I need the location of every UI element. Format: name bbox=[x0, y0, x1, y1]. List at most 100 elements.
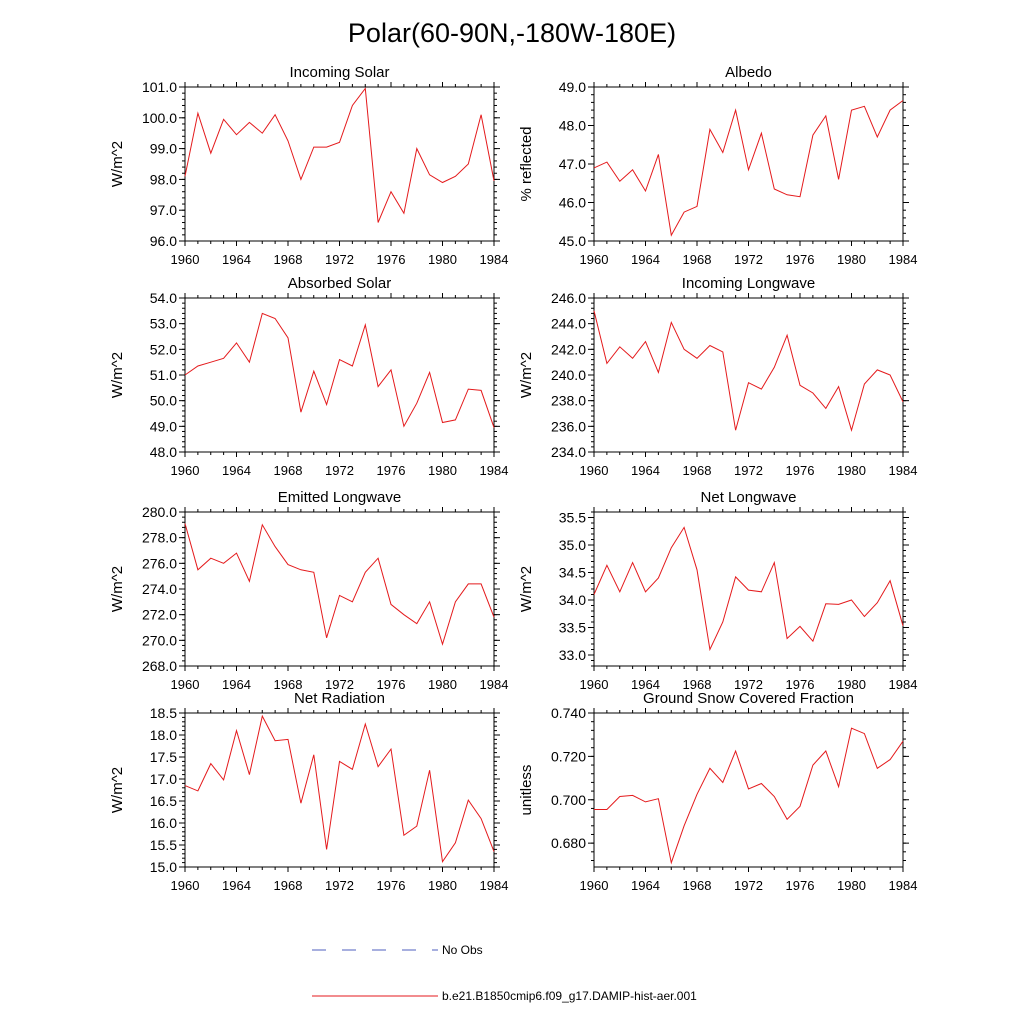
series-line bbox=[184, 312, 495, 428]
y-tick-label: 49.0 bbox=[559, 79, 586, 95]
x-tick-label: 1984 bbox=[889, 463, 918, 478]
x-tick-label: 1968 bbox=[274, 252, 303, 267]
x-tick-label: 1984 bbox=[889, 878, 918, 893]
y-tick-label: 46.0 bbox=[559, 195, 586, 211]
y-tick-label: 50.0 bbox=[150, 393, 177, 409]
legend-label-model-run: b.e21.B1850cmip6.f09_g17.DAMIP-hist-aer.… bbox=[442, 989, 697, 1003]
y-tick-label: 240.0 bbox=[551, 367, 586, 383]
x-tick-label: 1960 bbox=[171, 878, 200, 893]
y-tick-label: 15.0 bbox=[150, 859, 177, 875]
series-line bbox=[593, 100, 904, 237]
y-axis-label: unitless bbox=[518, 765, 535, 816]
x-tick-label: 1964 bbox=[222, 878, 251, 893]
x-tick-label: 1976 bbox=[377, 252, 406, 267]
y-axis-label: W/m^2 bbox=[109, 141, 126, 187]
x-tick-label: 1960 bbox=[171, 252, 200, 267]
y-tick-label: 52.0 bbox=[150, 341, 177, 357]
y-tick-label: 101.0 bbox=[142, 79, 177, 95]
legend-item-no-obs: No Obs bbox=[312, 943, 483, 957]
y-tick-label: 100.0 bbox=[142, 110, 177, 126]
x-tick-label: 1964 bbox=[631, 677, 660, 692]
panel-net-radiation: Net Radiation W/m^2 1960 1964 1968 1972 1976 19… bbox=[109, 690, 508, 893]
series-line bbox=[184, 523, 495, 646]
y-tick-label: 51.0 bbox=[150, 367, 177, 383]
panel-title: Ground Snow Covered Fraction bbox=[643, 690, 854, 707]
y-tick-label: 0.680 bbox=[551, 835, 586, 851]
series-line bbox=[594, 727, 904, 865]
y-tick-label: 15.5 bbox=[150, 837, 177, 853]
x-tick-label: 1968 bbox=[683, 463, 712, 478]
x-tick-label: 1976 bbox=[786, 878, 815, 893]
x-tick-label: 1964 bbox=[222, 252, 251, 267]
panel-net-longwave: Net Longwave W/m^2 1960 1964 1968 1972 1976 198… bbox=[518, 489, 917, 692]
y-tick-label: 54.0 bbox=[150, 290, 177, 306]
plot-frame bbox=[593, 86, 904, 242]
x-tick-label: 1964 bbox=[631, 252, 660, 267]
x-tick-label: 1968 bbox=[683, 677, 712, 692]
plot-frame bbox=[184, 511, 495, 667]
x-tick-label: 1972 bbox=[325, 252, 354, 267]
y-tick-label: 270.0 bbox=[142, 632, 177, 648]
x-tick-label: 1968 bbox=[274, 878, 303, 893]
panel-title: Net Radiation bbox=[294, 690, 385, 707]
y-tick-label: 53.0 bbox=[150, 316, 177, 332]
y-tick-label: 17.5 bbox=[150, 749, 177, 765]
legend: No Obs b.e21.B1850cmip6.f09_g17.DAMIP-hi… bbox=[312, 943, 697, 1003]
x-tick-label: 1980 bbox=[428, 463, 457, 478]
x-tick-label: 1972 bbox=[325, 878, 354, 893]
y-axis-label: W/m^2 bbox=[109, 566, 126, 612]
y-tick-label: 238.0 bbox=[551, 393, 586, 409]
y-tick-label: 16.0 bbox=[150, 815, 177, 831]
figure-title: Polar(60-90N,-180W-180E) bbox=[348, 18, 676, 48]
panel-title: Incoming Solar bbox=[289, 64, 389, 81]
y-tick-label: 99.0 bbox=[150, 141, 177, 157]
y-tick-label: 48.0 bbox=[559, 118, 586, 134]
x-tick-label: 1976 bbox=[786, 252, 815, 267]
x-tick-label: 1972 bbox=[325, 463, 354, 478]
y-tick-label: 33.0 bbox=[559, 647, 586, 663]
y-tick-label: 246.0 bbox=[551, 290, 586, 306]
panel-title: Emitted Longwave bbox=[278, 489, 401, 506]
x-tick-label: 1984 bbox=[480, 252, 509, 267]
panel-incoming-solar: Incoming Solar W/m^2 1960 1964 1968 1972 1976 1… bbox=[109, 64, 508, 267]
x-tick-label: 1960 bbox=[580, 878, 609, 893]
x-tick-label: 1976 bbox=[786, 463, 815, 478]
x-tick-label: 1976 bbox=[377, 878, 406, 893]
y-tick-label: 45.0 bbox=[559, 233, 586, 249]
y-tick-label: 274.0 bbox=[142, 581, 177, 597]
series-line bbox=[184, 87, 495, 223]
y-tick-label: 33.5 bbox=[559, 620, 586, 636]
x-tick-label: 1980 bbox=[428, 677, 457, 692]
x-tick-label: 1984 bbox=[889, 677, 918, 692]
x-tick-label: 1984 bbox=[480, 878, 509, 893]
x-tick-label: 1968 bbox=[274, 463, 303, 478]
x-tick-label: 1968 bbox=[683, 252, 712, 267]
x-tick-label: 1964 bbox=[631, 463, 660, 478]
y-axis-label: W/m^2 bbox=[518, 566, 535, 612]
x-tick-label: 1976 bbox=[377, 463, 406, 478]
x-tick-label: 1980 bbox=[837, 677, 866, 692]
x-tick-label: 1964 bbox=[222, 677, 251, 692]
x-tick-label: 1980 bbox=[837, 252, 866, 267]
x-tick-label: 1964 bbox=[222, 463, 251, 478]
x-tick-label: 1980 bbox=[428, 878, 457, 893]
x-tick-label: 1960 bbox=[171, 677, 200, 692]
y-axis-label: W/m^2 bbox=[109, 352, 126, 398]
y-tick-label: 278.0 bbox=[142, 530, 177, 546]
y-tick-label: 35.5 bbox=[559, 510, 586, 526]
y-axis-label: W/m^2 bbox=[109, 767, 126, 813]
panel-emitted-longwave: Emitted Longwave W/m^2 1960 1964 1968 1972 197… bbox=[109, 489, 508, 692]
y-tick-label: 236.0 bbox=[551, 418, 586, 434]
y-tick-label: 242.0 bbox=[551, 341, 586, 357]
y-tick-label: 35.0 bbox=[559, 537, 586, 553]
y-tick-label: 0.720 bbox=[551, 748, 586, 764]
x-tick-label: 1984 bbox=[480, 677, 509, 692]
y-tick-label: 268.0 bbox=[142, 658, 177, 674]
y-tick-label: 272.0 bbox=[142, 607, 177, 623]
x-tick-label: 1960 bbox=[580, 252, 609, 267]
y-tick-label: 18.5 bbox=[150, 705, 177, 721]
series-line bbox=[593, 310, 904, 433]
y-tick-label: 34.5 bbox=[559, 565, 586, 581]
panel-incoming-longwave: Incoming Longwave W/m^2 1960 1964 1968 1972 19… bbox=[518, 275, 917, 478]
